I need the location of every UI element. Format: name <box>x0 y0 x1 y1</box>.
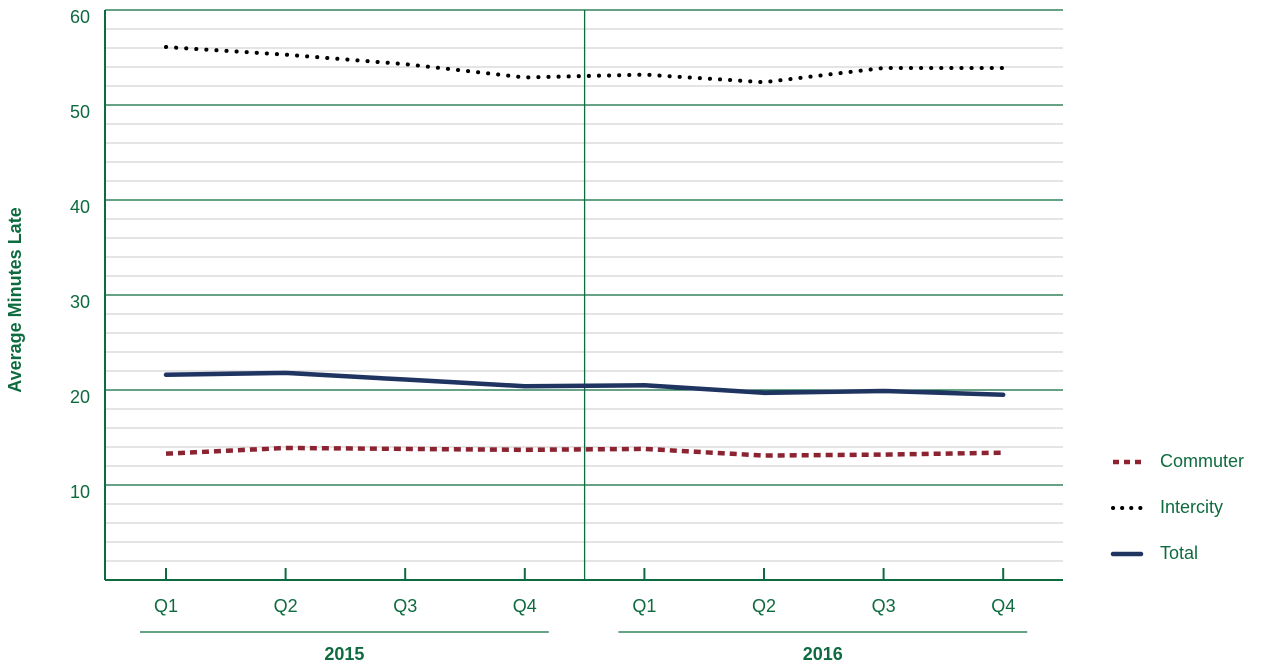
y-tick-label: 10 <box>70 482 90 502</box>
x-tick-label: Q1 <box>632 596 656 616</box>
group-label: 2016 <box>803 644 843 664</box>
x-tick-label: Q2 <box>274 596 298 616</box>
y-tick-label: 40 <box>70 197 90 217</box>
legend-label: Commuter <box>1160 451 1244 471</box>
series-line <box>165 445 1004 458</box>
x-tick-label: Q4 <box>513 596 537 616</box>
y-axis-label: Average Minutes Late <box>5 207 25 392</box>
y-tick-label: 20 <box>70 387 90 407</box>
x-tick-label: Q2 <box>752 596 776 616</box>
legend-label: Total <box>1160 543 1198 563</box>
x-tick-label: Q3 <box>872 596 896 616</box>
x-tick-label: Q3 <box>393 596 417 616</box>
y-tick-label: 30 <box>70 292 90 312</box>
x-tick-label: Q4 <box>991 596 1015 616</box>
group-label: 2015 <box>324 644 364 664</box>
series-line <box>164 45 1006 85</box>
legend-label: Intercity <box>1160 497 1223 517</box>
y-tick-label: 60 <box>70 7 90 27</box>
series-line <box>163 370 1006 397</box>
y-tick-label: 50 <box>70 102 90 122</box>
x-tick-label: Q1 <box>154 596 178 616</box>
